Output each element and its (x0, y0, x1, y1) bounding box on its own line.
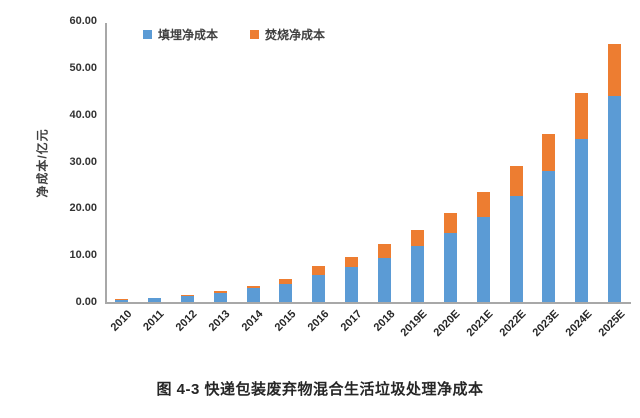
bar-segment-landfill (443, 233, 457, 302)
bar-2010 (115, 21, 129, 302)
bar-segment-landfill (279, 283, 293, 302)
bar-segment-landfill (312, 275, 326, 302)
bar-segment-incineration (509, 165, 523, 197)
x-tick-label-2013: 2013 (206, 308, 233, 334)
bar-segment-landfill (213, 292, 227, 302)
bar-segment-landfill (476, 217, 490, 302)
bar-segment-landfill (115, 299, 129, 302)
bar-segment-incineration (279, 278, 293, 284)
plot-area: 填埋净成本 焚烧净成本 0.00 10.00 20.00 30.00 40.00 50.00… (69, 15, 631, 339)
x-tick-label-2018: 2018 (371, 308, 398, 334)
legend-item-incineration: 焚烧净成本 (250, 26, 325, 43)
y-tick-label: 0.00 (75, 296, 97, 308)
x-tick-label-2020E: 2020E (431, 308, 463, 339)
bar-2020E (443, 21, 457, 302)
bar-2018 (378, 21, 392, 302)
bar-2023E (542, 21, 556, 302)
x-tick-label-2015: 2015 (272, 308, 299, 334)
bar-2017 (345, 21, 359, 302)
bar-segment-incineration (378, 244, 392, 258)
bar-segment-incineration (476, 191, 490, 218)
legend-label: 填埋净成本 (158, 28, 219, 42)
bar-2021E (476, 21, 490, 302)
x-tick-label-2025E: 2025E (596, 308, 628, 339)
bar-segment-landfill (575, 139, 589, 302)
bar-2016 (312, 21, 326, 302)
bar-2019E (410, 21, 424, 302)
bar-segment-incineration (312, 266, 326, 276)
legend-swatch-icon (250, 30, 260, 39)
bar-segment-landfill (246, 288, 260, 302)
figure-caption: 图 4-3 快递包装废弃物混合生活垃圾处理净成本 (156, 381, 484, 398)
bar-2015 (279, 21, 293, 302)
bar-segment-incineration (443, 213, 457, 234)
bar-segment-incineration (246, 285, 260, 289)
y-tick-label: 40.00 (69, 108, 97, 121)
legend-item-landfill: 填埋净成本 (143, 26, 218, 43)
bar-segment-incineration (180, 295, 194, 296)
bar-segment-incineration (345, 256, 359, 267)
bar-2011 (147, 21, 161, 302)
x-tick-label-2016: 2016 (305, 308, 332, 334)
legend-label: 焚烧净成本 (265, 28, 326, 42)
bar-2013 (213, 21, 227, 302)
bar-segment-landfill (345, 266, 359, 302)
y-tick-label: 60.00 (69, 15, 97, 27)
y-tick-label: 50.00 (69, 61, 97, 74)
x-tick-label-2023E: 2023E (530, 308, 562, 339)
x-tick-label-2024E: 2024E (563, 308, 595, 339)
y-axis-title: 净成本/亿元 (35, 128, 50, 198)
bar-segment-landfill (608, 96, 622, 302)
x-tick-label-2011: 2011 (141, 308, 167, 334)
x-tick-label-2022E: 2022E (497, 308, 529, 339)
bar-segment-landfill (410, 246, 424, 302)
bar-segment-incineration (542, 133, 556, 171)
x-tick-label-2012: 2012 (173, 308, 200, 334)
bar-segment-incineration (213, 291, 227, 293)
bar-2022E (509, 21, 523, 302)
x-tick-label-2014: 2014 (239, 308, 266, 334)
legend-swatch-icon (143, 30, 152, 39)
bar-2012 (180, 21, 194, 302)
bar-segment-incineration (575, 93, 589, 140)
bar-2025E (608, 21, 622, 302)
x-tick-label-2010: 2010 (108, 308, 135, 334)
bar-segment-landfill (147, 298, 161, 302)
chart-legend: 填埋净成本 焚烧净成本 (143, 26, 325, 43)
bar-segment-incineration (410, 229, 424, 247)
bar-segment-incineration (608, 43, 622, 97)
bar-segment-incineration (147, 297, 161, 299)
bar-segment-landfill (509, 196, 523, 302)
bar-2024E (575, 21, 589, 302)
x-tick-label-2017: 2017 (338, 308, 365, 334)
x-tick-label-2021E: 2021E (464, 308, 496, 339)
y-tick-label: 10.00 (69, 249, 97, 262)
bar-segment-landfill (180, 295, 194, 302)
y-tick-label: 30.00 (69, 155, 97, 168)
y-tick-label: 20.00 (69, 202, 97, 215)
bar-2014 (246, 21, 260, 302)
bar-segment-landfill (378, 257, 392, 302)
bar-segment-landfill (542, 170, 556, 302)
x-tick-label-2019E: 2019E (398, 308, 430, 339)
